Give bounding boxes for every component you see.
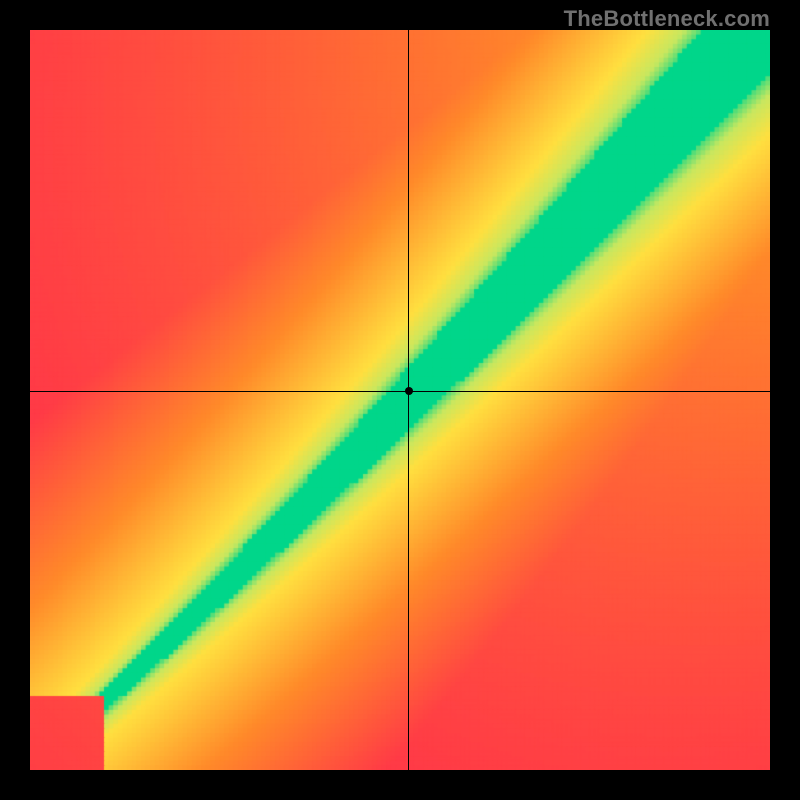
crosshair-horizontal xyxy=(30,391,770,392)
attribution-label: TheBottleneck.com xyxy=(564,6,770,32)
plot-area xyxy=(30,30,770,770)
heatmap-canvas xyxy=(30,30,770,770)
chart-container: TheBottleneck.com xyxy=(0,0,800,800)
marker-point xyxy=(405,387,413,395)
crosshair-vertical xyxy=(408,30,409,770)
